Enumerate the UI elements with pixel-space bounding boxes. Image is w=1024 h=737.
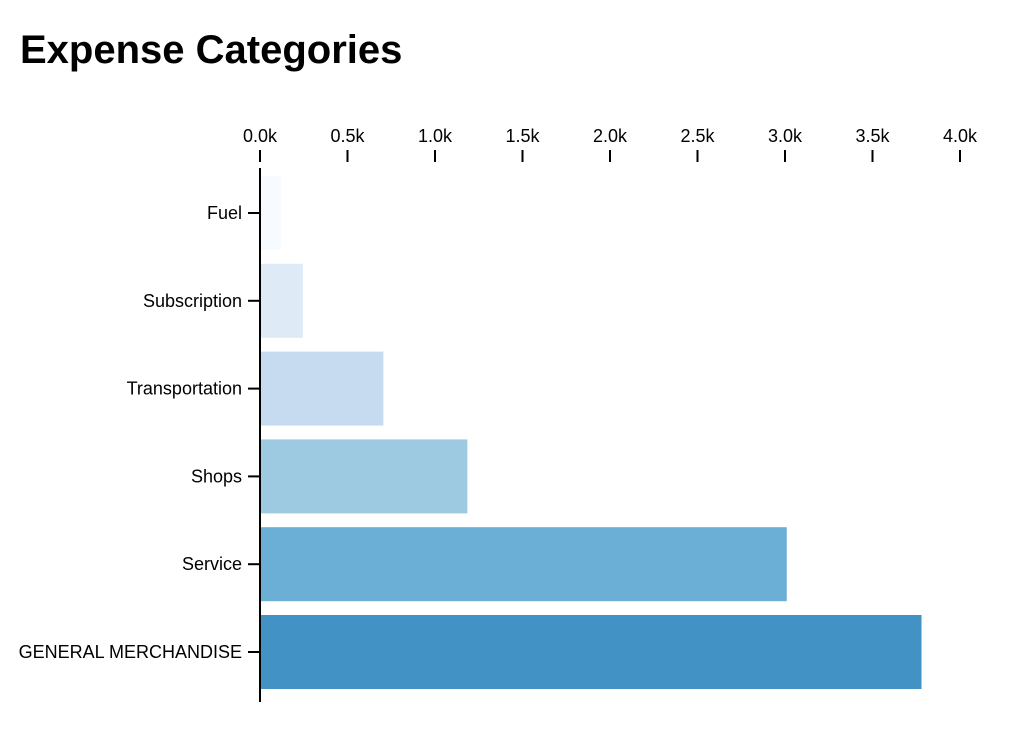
y-tick-label: GENERAL MERCHANDISE bbox=[19, 642, 242, 662]
bar-general-merchandise bbox=[260, 615, 922, 689]
bar-service bbox=[260, 527, 787, 602]
x-axis: 0.0k 0.5k 1.0k 1.5k 2.0k 2.5k 3.0k 3.5k 4.0k bbox=[243, 126, 978, 162]
bars-group bbox=[260, 176, 922, 689]
x-tick-label: 1.5k bbox=[505, 126, 540, 146]
x-tick-label: 0.0k bbox=[243, 126, 278, 146]
x-tick-label: 2.5k bbox=[680, 126, 715, 146]
x-tick-label: 1.0k bbox=[418, 126, 453, 146]
bar-subscription bbox=[260, 263, 303, 338]
y-tick-label: Service bbox=[182, 554, 242, 574]
y-tick-label: Subscription bbox=[143, 291, 242, 311]
bar-transportation bbox=[260, 351, 384, 426]
bar-fuel bbox=[260, 176, 281, 250]
x-tick-label: 0.5k bbox=[330, 126, 365, 146]
bar-shops bbox=[260, 439, 468, 514]
y-tick-label: Shops bbox=[191, 466, 242, 486]
y-tick-label: Fuel bbox=[207, 203, 242, 223]
y-tick-label: Transportation bbox=[127, 379, 242, 399]
y-axis: Fuel Subscription Transportation Shops Servi… bbox=[19, 168, 261, 702]
x-tick-label: 4.0k bbox=[943, 126, 978, 146]
x-tick-label: 3.0k bbox=[768, 126, 803, 146]
x-tick-label: 2.0k bbox=[593, 126, 628, 146]
x-tick-label: 3.5k bbox=[855, 126, 890, 146]
page-title: Expense Categories bbox=[20, 28, 403, 72]
